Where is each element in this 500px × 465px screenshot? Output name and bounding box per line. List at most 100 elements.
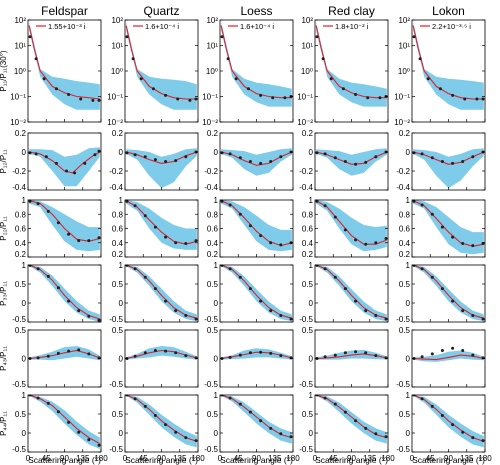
y-tick-label: -0.5 bbox=[299, 380, 313, 389]
y-tick-label: 0.4 bbox=[302, 239, 314, 248]
data-point bbox=[194, 356, 198, 360]
panel-1-1: -0.4 -0.2 0 0.2 bbox=[109, 129, 199, 192]
legend-label: 1.55+10⁻³ i bbox=[48, 22, 86, 31]
data-point bbox=[438, 87, 442, 91]
data-point bbox=[44, 155, 48, 159]
y-tick-label: 0 bbox=[119, 429, 124, 438]
panel-0-3: 10⁻² 10⁻¹ 10⁰ 10¹ 10² 1.8+10⁻² i bbox=[297, 16, 389, 127]
data-point bbox=[420, 152, 424, 156]
data-point bbox=[220, 200, 224, 203]
data-point bbox=[440, 287, 444, 291]
data-point bbox=[234, 77, 238, 81]
panel-plot-area bbox=[220, 348, 293, 360]
data-point bbox=[56, 351, 60, 355]
y-tick-label: 0 bbox=[119, 355, 124, 364]
uncertainty-band bbox=[221, 148, 292, 176]
y-tick-label: 0.6 bbox=[207, 225, 219, 234]
data-point bbox=[289, 356, 293, 360]
data-point bbox=[87, 239, 91, 243]
panel-2-3: 0.2 0.4 0.6 0.8 1 bbox=[302, 196, 389, 259]
y-tick-label: 0.2 bbox=[302, 250, 314, 259]
y-tick-label: 1 bbox=[406, 391, 411, 400]
data-point bbox=[333, 402, 337, 406]
data-point bbox=[461, 349, 465, 352]
data-point bbox=[343, 160, 347, 163]
y-tick-label: 0 bbox=[309, 148, 314, 157]
data-point bbox=[153, 349, 157, 352]
y-tick-label: 10⁻² bbox=[10, 118, 26, 127]
y-tick-label: 0 bbox=[214, 355, 219, 364]
data-point bbox=[77, 348, 81, 352]
x-tick-label: 0 bbox=[218, 454, 223, 463]
legend-label: 1.6+10⁻⁴ i bbox=[240, 22, 274, 31]
data-point bbox=[420, 397, 424, 401]
data-point bbox=[412, 35, 416, 39]
panel-plot-area bbox=[220, 265, 293, 322]
y-tick-label: 0.2 bbox=[207, 129, 219, 138]
data-point bbox=[343, 287, 347, 291]
uncertainty-band bbox=[221, 348, 292, 360]
data-point bbox=[220, 265, 224, 267]
model-line bbox=[29, 395, 101, 445]
panel-plot-area bbox=[125, 346, 198, 360]
data-point bbox=[475, 97, 479, 101]
data-point bbox=[246, 87, 250, 91]
x-axis-label: Scattering angle (°) bbox=[125, 455, 198, 465]
y-tick-label: -0.5 bbox=[396, 315, 410, 324]
y-tick-label: -0.4 bbox=[396, 183, 410, 192]
y-tick-label: 0.2 bbox=[399, 129, 411, 138]
data-point bbox=[279, 432, 283, 436]
data-point bbox=[430, 156, 434, 160]
data-point bbox=[133, 153, 137, 157]
y-tick-label: -0.5 bbox=[12, 380, 26, 389]
y-tick-label: 0.5 bbox=[112, 326, 124, 335]
data-point bbox=[279, 354, 283, 358]
y-tick-label: -0.2 bbox=[109, 167, 123, 176]
data-point bbox=[343, 351, 347, 355]
x-tick-label: 180 bbox=[94, 454, 108, 463]
y-tick-label: -0.4 bbox=[204, 183, 218, 192]
model-line bbox=[125, 25, 197, 100]
y-tick-label: 1 bbox=[22, 261, 27, 270]
y-tick-label: -0.5 bbox=[204, 445, 218, 454]
data-point bbox=[321, 57, 325, 61]
y-tick-label: -0.5 bbox=[12, 445, 26, 454]
y-axis-label: P₂₂/P₁₁ bbox=[0, 216, 8, 241]
data-point bbox=[471, 314, 475, 317]
y-tick-label: -0.5 bbox=[396, 380, 410, 389]
y-tick-label: 0.8 bbox=[302, 210, 314, 219]
x-tick-label: 45 bbox=[42, 454, 51, 463]
y-tick-label: 1 bbox=[214, 261, 219, 270]
panel-3-1: -0.5 0 0.5 1 bbox=[109, 261, 199, 324]
y-tick-label: -0.5 bbox=[396, 445, 410, 454]
panel-plot-area bbox=[220, 148, 293, 176]
data-point bbox=[153, 414, 157, 417]
data-point bbox=[374, 432, 378, 436]
data-point bbox=[412, 265, 416, 267]
uncertainty-band bbox=[126, 148, 197, 189]
y-tick-label: 10⁰ bbox=[14, 67, 26, 76]
uncertainty-band bbox=[29, 265, 100, 322]
data-point bbox=[451, 235, 455, 239]
data-point bbox=[139, 77, 143, 81]
y-axis-label: P₄₄/P₁₁ bbox=[0, 411, 8, 436]
uncertainty-band bbox=[221, 265, 292, 322]
data-point bbox=[471, 353, 475, 357]
uncertainty-band bbox=[316, 200, 387, 252]
y-tick-label: 0 bbox=[214, 148, 219, 157]
data-point bbox=[164, 93, 168, 97]
data-point bbox=[56, 221, 60, 225]
data-point bbox=[174, 241, 178, 245]
data-point bbox=[97, 443, 101, 447]
panel-4-3: -0.5 0 0.5 bbox=[299, 326, 389, 389]
data-point bbox=[269, 426, 273, 430]
panel-1-3: -0.4 -0.2 0 0.2 bbox=[299, 129, 389, 192]
data-point bbox=[174, 430, 178, 434]
data-point bbox=[125, 35, 129, 39]
panel-2-0: 0.2 0.4 0.6 0.8 1 bbox=[15, 196, 102, 259]
y-tick-label: 0 bbox=[214, 299, 219, 308]
y-tick-label: 0 bbox=[309, 299, 314, 308]
data-point bbox=[143, 275, 147, 279]
data-point bbox=[238, 156, 242, 160]
y-tick-label: 0.6 bbox=[302, 225, 314, 234]
